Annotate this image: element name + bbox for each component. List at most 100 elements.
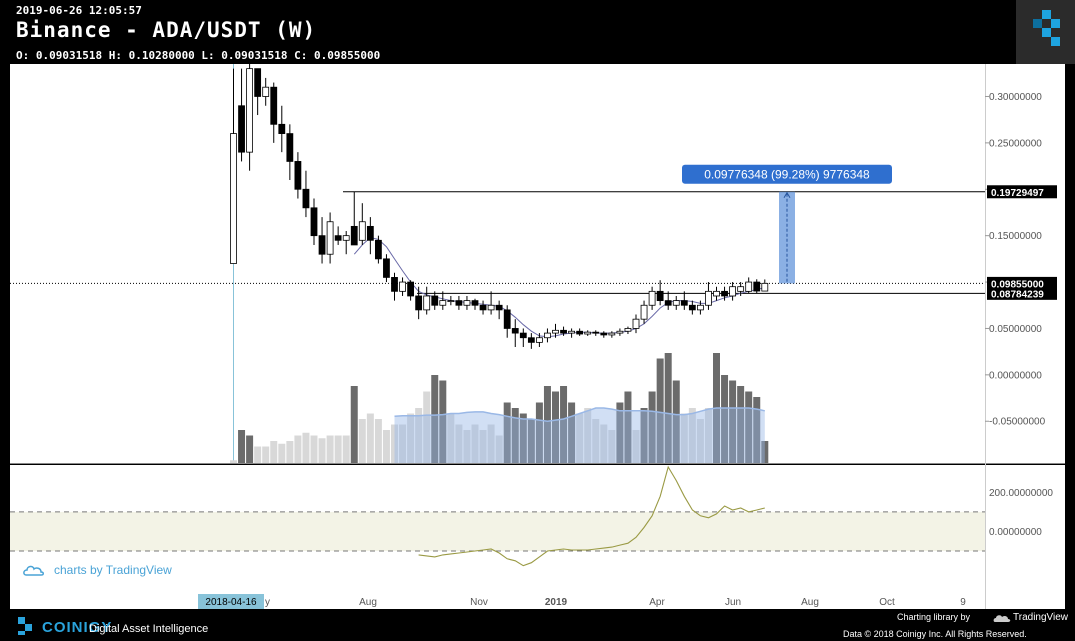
candle-body [656,290,664,302]
date-axis-bg [10,594,1065,609]
price-tick-label: 0.00000000 [989,370,1042,381]
date-tick-label: Aug [359,597,377,608]
measure-box[interactable] [779,191,795,284]
date-tick-label: Jun [725,597,741,608]
volume-bar [230,460,237,463]
candle-body [568,330,575,334]
chart-canvas[interactable]: 0.300000000.250000000.200000000.15000000… [0,64,1075,609]
date-tick-label: Apr [649,597,665,608]
volume-bar [439,380,447,463]
candle-body [479,304,487,311]
tradingview-cloud-icon [23,565,44,576]
candle-body [632,318,640,329]
volume-bar [624,391,632,463]
candle-body [624,328,632,332]
candle-body [463,300,471,306]
candle-body [391,277,398,292]
volume-bar [511,408,519,463]
volume-bar [592,419,600,463]
candle-body [415,295,423,311]
candle-body [527,337,535,343]
volume-bar [696,419,704,463]
rsi-line [418,465,765,567]
candle-body [648,290,656,306]
chart-header: 2019-06-26 12:05:57 Binance - ADA/USDT (… [0,0,1075,64]
price-tick-label: 0.25000000 [989,138,1042,149]
candle-body [495,304,503,311]
volume-bar [391,424,398,463]
volume-bar [342,435,350,463]
volume-bar [495,435,503,463]
volume-bar [246,435,254,463]
volume-bar [286,441,294,463]
candle-body [447,300,455,303]
candle-body [713,290,720,297]
candle-body [423,295,431,311]
date-tick-label: Oct [879,597,895,608]
volume-bar [431,375,439,463]
current-price-label-bg [987,276,1057,290]
volume-bar [294,435,302,463]
volume-ma-area [394,408,765,463]
candle-body [350,225,358,246]
measure-arrow-head [783,191,791,199]
candle-body [721,290,728,297]
volume-bar [721,375,729,463]
candle-body [310,207,318,237]
candle-body [487,304,495,311]
lower-price-label-bg [987,286,1057,300]
volume-bar [318,438,326,463]
volume-bar [568,402,576,463]
volume-bar [761,441,769,463]
candle-body [471,300,479,306]
volume-bar [326,435,334,463]
rsi-tick-label: 200.00000000 [989,488,1053,499]
candle-body [745,281,753,292]
candle-body [664,300,672,306]
coinigy-tagline: Digital Asset Intelligence [89,623,209,635]
main-pane-bg [10,64,1065,463]
volume-bar [238,430,246,463]
candle-body [536,337,543,343]
volume-bar [704,408,712,463]
candle-body [544,332,551,339]
coinigy-logo-icon [18,617,32,635]
candle-body [455,300,463,306]
candle-body [600,332,608,336]
candle-body [616,330,624,334]
volume-bar [616,402,624,463]
volume-bar [680,413,688,463]
candle-body [238,105,245,153]
candle-body [230,133,237,264]
volume-bar [543,386,551,463]
ohlc-readout: O: 0.09031518 H: 0.10280000 L: 0.0903151… [16,49,381,62]
price-tick-label: -0.05000000 [989,417,1046,428]
candle-body [358,221,366,241]
upper-price-label-bg [987,185,1057,199]
tradingview-credit[interactable]: TradingView [1013,612,1069,623]
volume-bar [535,402,543,463]
data-credit: Data © 2018 Coinigy Inc. All Rights Rese… [843,629,1027,639]
candle-body [697,304,704,311]
volume-bar [688,408,696,463]
candle-body [383,258,390,278]
candle-body [286,133,294,162]
volume-bar [600,424,608,463]
candle-body [318,235,326,255]
volume-bar [407,413,415,463]
candle-body [729,286,736,297]
candle-body [705,290,712,306]
coinigy-logo-text: COINIGY [42,619,113,636]
volume-bar [278,443,286,463]
candle-body [584,331,592,335]
volume-bar [576,413,584,463]
volume-bar [584,408,592,463]
rsi-tick-label: 0.00000000 [989,527,1042,538]
charting-library-credit: Charting library by [897,612,971,622]
lower-price-label: 0.08784239 [991,289,1044,300]
candle-body [560,329,567,334]
chart-title: Binance - ADA/USDT (W) [16,18,317,42]
volume-bar [334,435,342,463]
volume-bar [745,391,753,463]
exchange-logo [1016,0,1075,64]
